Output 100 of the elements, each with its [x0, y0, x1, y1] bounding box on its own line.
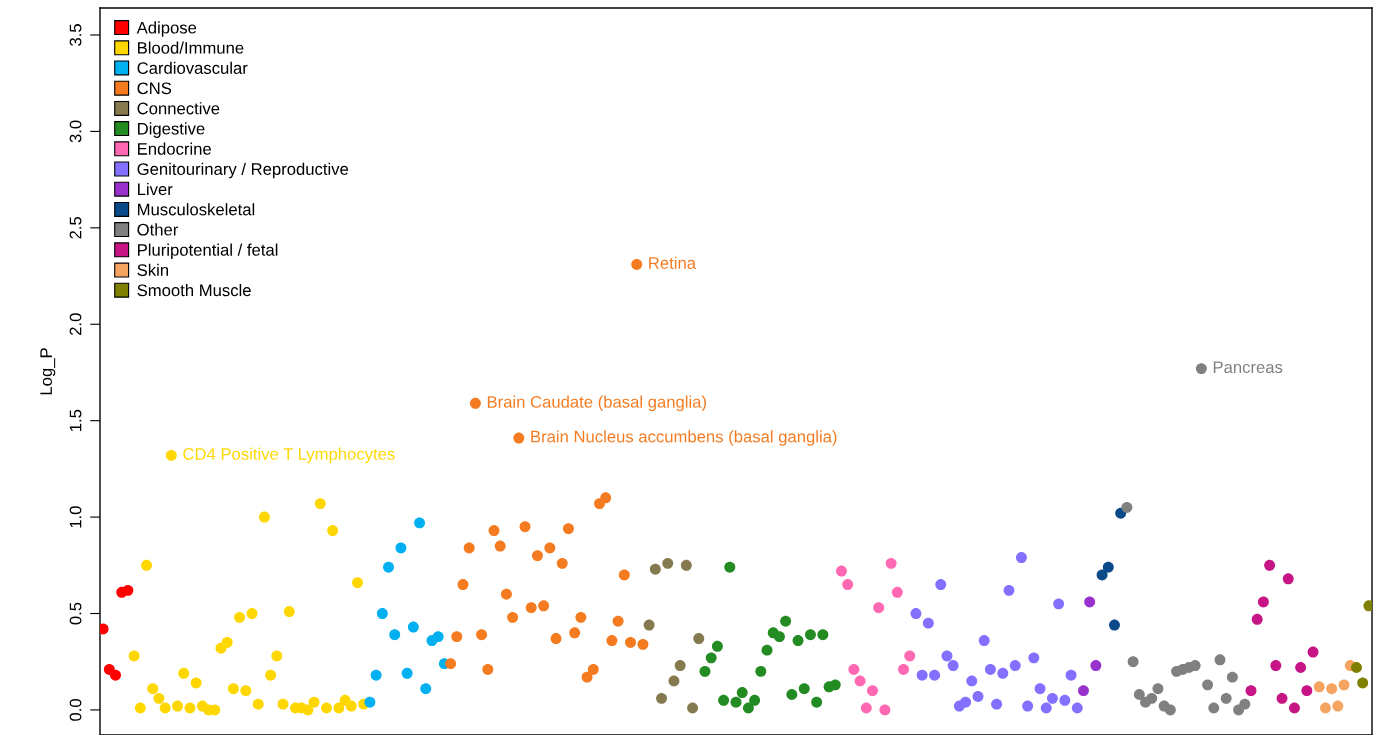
- point: [364, 696, 376, 708]
- point: [147, 683, 159, 695]
- point: [997, 667, 1009, 679]
- point: [283, 606, 295, 618]
- point: [1251, 613, 1263, 625]
- point: [929, 669, 941, 681]
- point: [656, 692, 668, 704]
- point: [947, 660, 959, 672]
- point: [1189, 660, 1201, 672]
- point: [432, 631, 444, 643]
- point: [240, 685, 252, 697]
- data-label: Brain Caudate (basal ganglia): [487, 395, 706, 412]
- point: [550, 633, 562, 645]
- point: [525, 602, 537, 614]
- point: [718, 694, 730, 706]
- point: [631, 259, 643, 270]
- point: [1202, 679, 1214, 691]
- point: [1301, 685, 1313, 697]
- point: [569, 627, 581, 639]
- point: [507, 611, 519, 623]
- point: [978, 635, 990, 646]
- point: [1090, 660, 1102, 672]
- point: [469, 397, 481, 409]
- point: [1288, 702, 1300, 714]
- point: [755, 665, 767, 677]
- point: [649, 563, 661, 575]
- legend-label: Genitourinary / Reproductive: [137, 162, 349, 179]
- point: [922, 617, 934, 629]
- point: [1307, 646, 1319, 658]
- point: [1053, 598, 1065, 610]
- point: [178, 667, 190, 679]
- point: [1003, 584, 1015, 596]
- data-label: CD4 Positive T Lymphocytes: [183, 447, 395, 464]
- point: [407, 621, 419, 633]
- point: [817, 629, 829, 641]
- legend-label: CNS: [137, 82, 172, 95]
- point: [122, 584, 134, 596]
- point: [643, 619, 655, 631]
- point: [451, 631, 463, 643]
- point: [1220, 692, 1232, 704]
- point: [1102, 561, 1114, 573]
- y-tick-label: 0.5: [69, 602, 82, 625]
- point: [1152, 683, 1164, 695]
- y-tick-label: 0.0: [69, 699, 82, 721]
- point: [159, 702, 171, 714]
- point: [705, 652, 717, 664]
- point: [898, 663, 909, 675]
- point: [165, 449, 177, 461]
- point: [600, 492, 612, 504]
- point: [724, 561, 736, 573]
- point: [321, 702, 332, 714]
- point: [1214, 654, 1226, 666]
- point: [773, 631, 785, 643]
- point: [1164, 704, 1176, 716]
- point: [476, 629, 488, 641]
- point: [352, 577, 363, 589]
- point: [488, 525, 500, 537]
- point: [891, 586, 903, 598]
- point: [1276, 692, 1288, 704]
- point: [1226, 671, 1238, 683]
- point: [916, 669, 928, 681]
- point: [221, 636, 233, 648]
- point: [1282, 573, 1294, 585]
- point: [563, 523, 574, 535]
- data-label: Pancreas: [1213, 361, 1283, 374]
- point: [134, 702, 146, 714]
- point: [972, 690, 984, 702]
- point: [383, 561, 394, 573]
- point: [736, 687, 748, 699]
- point: [519, 521, 531, 533]
- point: [885, 557, 897, 569]
- point: [482, 663, 494, 675]
- point: [1195, 363, 1207, 375]
- data-label: Retina: [649, 256, 697, 269]
- point: [1326, 683, 1338, 695]
- point: [792, 635, 804, 646]
- point: [836, 565, 847, 577]
- legend-label: Adipose: [136, 21, 197, 37]
- point: [1065, 669, 1077, 681]
- point: [1121, 501, 1133, 513]
- point: [984, 663, 996, 675]
- point: [811, 696, 823, 708]
- point: [172, 700, 184, 712]
- point: [1338, 679, 1350, 691]
- legend-label: Cardiovascular: [137, 61, 248, 74]
- point: [302, 704, 314, 716]
- point: [1320, 702, 1331, 714]
- point: [1028, 652, 1040, 664]
- point: [693, 633, 705, 645]
- point: [190, 677, 202, 689]
- legend-label: Liver: [138, 182, 173, 196]
- point: [333, 702, 345, 714]
- point: [414, 517, 426, 529]
- point: [1332, 700, 1344, 712]
- point: [612, 615, 624, 627]
- point: [265, 669, 277, 681]
- point: [345, 700, 357, 712]
- legend-label: Blood/Immune: [138, 41, 244, 54]
- point: [531, 550, 543, 562]
- point: [153, 692, 165, 704]
